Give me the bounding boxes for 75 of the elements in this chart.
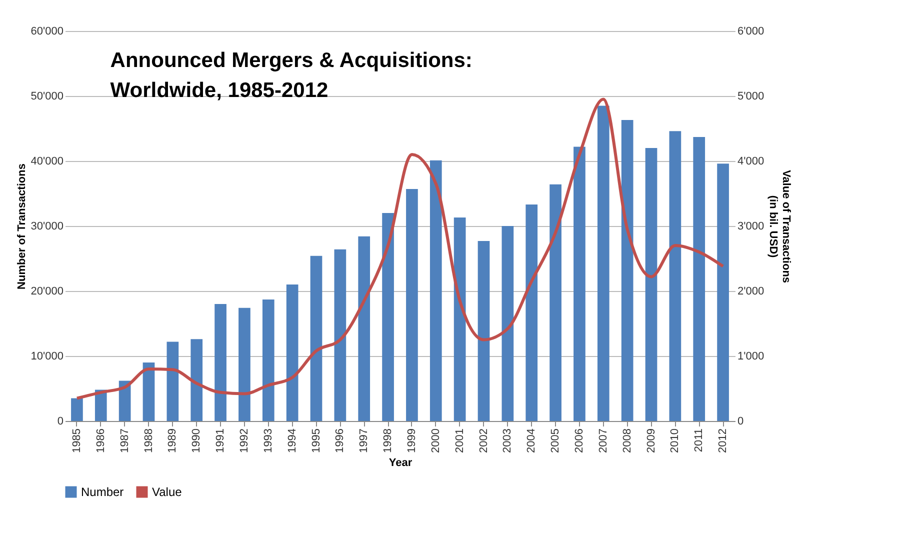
y2-tick-label: 4'000 <box>738 156 764 168</box>
legend-label: Number <box>81 485 124 499</box>
bar <box>358 236 370 421</box>
x-tick-label: 1999 <box>406 428 418 453</box>
x-tick-label: 2005 <box>550 428 562 453</box>
y2-axis-title: Value of Transactions (in bil. USD) <box>767 170 792 284</box>
bar <box>334 249 346 421</box>
bar <box>238 308 250 421</box>
x-tick-label: 1996 <box>334 428 346 453</box>
x-tick-label: 2008 <box>621 428 634 453</box>
y-tick-label: 50'000 <box>30 90 64 102</box>
bar <box>142 362 155 421</box>
y2-tick-label: 1'000 <box>738 350 764 362</box>
y-axis-title: Number of Transactions <box>16 164 28 290</box>
bar <box>526 204 538 421</box>
x-tick-label: 1989 <box>166 428 179 453</box>
y-tick-label: 0 <box>57 416 64 428</box>
bar <box>645 148 658 421</box>
bar <box>502 226 514 421</box>
y2-tick-label: 2'000 <box>738 286 764 298</box>
x-tick-label: 2004 <box>526 428 538 453</box>
x-tick-label: 1988 <box>142 428 155 453</box>
bar <box>382 213 394 421</box>
x-tick-label: 1986 <box>94 428 107 453</box>
y2-tick-label: 3'000 <box>738 220 764 232</box>
x-tick-label: 2002 <box>478 428 490 453</box>
x-tick-label: 2011 <box>693 428 706 452</box>
x-tick-label: 2000 <box>430 428 442 453</box>
bar <box>574 146 586 421</box>
bar <box>478 240 490 421</box>
y2-tick-label: 5'000 <box>738 90 764 102</box>
bar <box>262 299 274 421</box>
x-tick-label: 1992 <box>238 428 250 453</box>
y2-tick-label: 0 <box>738 416 744 428</box>
y-tick-label: 20'000 <box>30 286 64 298</box>
x-tick-label: 2003 <box>502 428 514 453</box>
y-tick-label: 60'000 <box>30 26 64 38</box>
bar <box>693 136 706 421</box>
bar <box>71 398 83 421</box>
x-tick-label: 1994 <box>286 428 298 453</box>
x-tick-label: 2001 <box>454 428 466 453</box>
bar <box>214 304 226 421</box>
x-tick-label: 1985 <box>70 428 83 453</box>
y-tick-label: 40'000 <box>30 156 64 168</box>
x-tick-label: 2009 <box>645 428 658 453</box>
bar <box>166 342 179 421</box>
y2-tick-label: 6'000 <box>738 26 764 38</box>
bar <box>454 218 466 421</box>
bar <box>310 256 322 421</box>
bar <box>286 284 298 421</box>
x-tick-label: 1997 <box>358 428 370 453</box>
x-tick-label: 1987 <box>118 428 131 453</box>
x-tick-label: 2012 <box>717 428 730 453</box>
bar <box>550 184 562 421</box>
bar <box>190 339 203 421</box>
x-tick-label: 1990 <box>190 428 203 453</box>
x-tick-label: 2010 <box>669 428 682 453</box>
x-tick-label: 1991 <box>214 428 227 453</box>
x-tick-label: 1993 <box>262 428 274 453</box>
bar <box>94 390 107 421</box>
bar <box>430 160 442 421</box>
bar <box>717 164 729 421</box>
x-tick-label: 1998 <box>382 428 394 453</box>
x-tick-label: 2007 <box>597 428 610 453</box>
text: Announced Mergers & Acquisitions: Worldwide, 1985-2012 <box>110 49 472 102</box>
bar <box>406 188 418 421</box>
bar <box>597 106 610 421</box>
y-tick-label: 10'000 <box>30 350 64 362</box>
x-tick-label: 1995 <box>310 428 322 453</box>
y-tick-label: 30'000 <box>30 220 64 232</box>
x-tick-label: 2006 <box>573 428 586 453</box>
legend-label: Value <box>152 485 182 499</box>
bar <box>669 131 682 421</box>
bar <box>621 120 634 421</box>
x-axis-title: Year <box>388 456 413 469</box>
